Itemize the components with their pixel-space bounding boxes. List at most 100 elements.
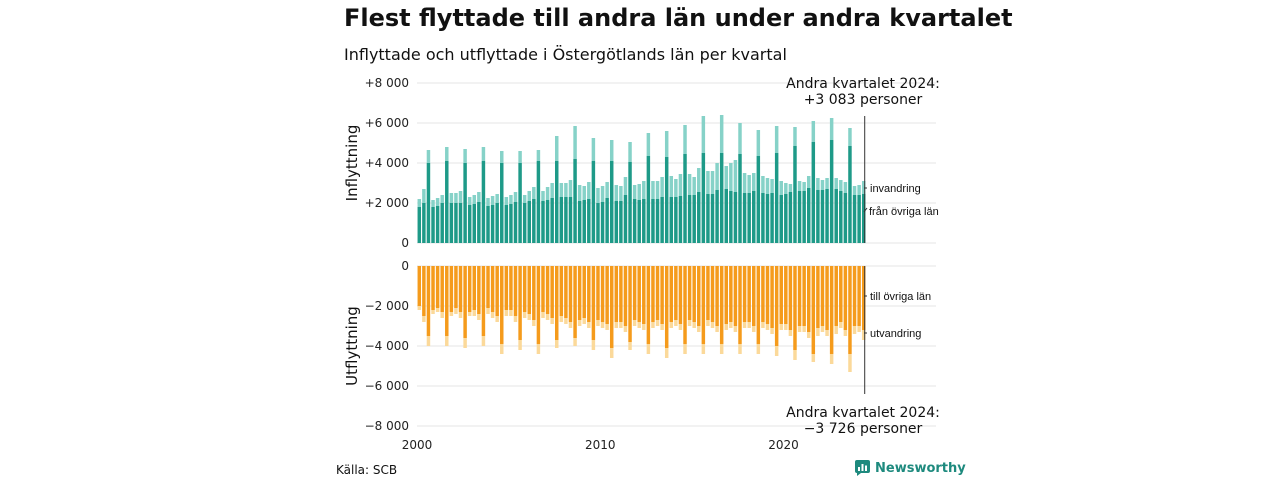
bar-fran-ovriga-lan [555,161,559,243]
bar-fran-ovriga-lan [609,161,614,243]
bar-invandring [504,197,509,205]
bar-fran-ovriga-lan [637,200,641,243]
bar-till-ovriga-lan [513,266,518,316]
bar-invandring [784,183,788,194]
bar-utvandring [518,340,522,350]
bar-invandring [587,182,591,199]
bar-till-ovriga-lan [449,266,454,312]
bar-till-ovriga-lan [555,266,559,340]
bar-fran-ovriga-lan [742,193,747,243]
bar-invandring [761,176,765,193]
bar-fran-ovriga-lan [788,192,793,243]
bar-till-ovriga-lan [623,266,628,326]
bar-till-ovriga-lan [839,266,843,322]
bar-utvandring [522,312,527,318]
source-note: Källa: SCB [336,463,398,477]
bar-invandring [573,126,577,159]
label-tick [863,207,868,213]
bar-utvandring [692,322,696,328]
bar-fran-ovriga-lan [784,194,788,243]
bar-utvandring [674,320,678,326]
bar-fran-ovriga-lan [472,204,477,243]
bar-utvandring [463,338,467,348]
bar-utvandring [733,326,738,332]
series-label-till-ovriga-lan: till övriga län [870,291,931,303]
bar-utvandring [770,328,774,334]
bar-invandring [687,174,692,195]
bar-utvandring [651,322,655,328]
bar-utvandring [646,344,651,354]
bar-fran-ovriga-lan [463,163,467,243]
bar-till-ovriga-lan [481,266,486,336]
axis-labels: 0 +2 000 +4 000 +6 000 +8 000 0 −2 000 −4 000 −6… [343,76,799,452]
bar-invandring [449,193,454,203]
bar-till-ovriga-lan [426,266,431,336]
bar-fran-ovriga-lan [513,202,518,243]
bar-fran-ovriga-lan [719,153,724,243]
bar-utvandring [710,322,715,328]
bar-invandring [715,163,719,190]
bar-fran-ovriga-lan [458,203,463,243]
bar-till-ovriga-lan [619,266,623,322]
bar-till-ovriga-lan [788,266,793,330]
bar-till-ovriga-lan [733,266,738,326]
series-label-utvandring: utvandring [870,328,921,340]
bar-utvandring [623,326,628,332]
bar-invandring [614,185,619,201]
bar-fran-ovriga-lan [500,163,504,243]
bar-utvandring [481,336,486,346]
bar-till-ovriga-lan [742,266,747,322]
series-label-invandring: invandring [870,183,921,195]
bar-fran-ovriga-lan [577,201,582,243]
bar-invandring [843,182,848,193]
bar-utvandring [715,326,719,332]
bar-till-ovriga-lan [752,266,756,326]
bar-fran-ovriga-lan [843,193,848,243]
bar-fran-ovriga-lan [669,197,674,243]
bar-till-ovriga-lan [642,266,646,324]
bar-invandring [660,177,664,197]
brand-logo[interactable]: Newsworthy [855,460,966,476]
bar-fran-ovriga-lan [861,194,866,243]
bar-till-ovriga-lan [784,266,788,324]
y-tick-label: +4 000 [365,156,409,170]
bar-fran-ovriga-lan [532,199,536,243]
bar-utvandring [742,322,747,328]
bar-invandring [724,166,728,189]
bar-till-ovriga-lan [518,266,522,340]
bar-fran-ovriga-lan [426,163,431,243]
bar-till-ovriga-lan [765,266,770,324]
bar-fran-ovriga-lan [591,161,596,243]
bar-fran-ovriga-lan [486,206,490,243]
bar-invandring [490,196,495,205]
bar-marks [417,115,866,372]
bar-till-ovriga-lan [843,266,848,330]
bar-invandring [591,138,596,161]
y-axis-title-utflyttning: Utflyttning [343,306,361,386]
bar-invandring [839,180,843,191]
bar-utvandring [596,320,600,326]
bar-fran-ovriga-lan [710,194,715,243]
bar-invandring [513,192,518,202]
bar-invandring [774,126,779,153]
bar-till-ovriga-lan [774,266,779,346]
gridlines [417,82,936,427]
bar-till-ovriga-lan [472,266,477,310]
bar-invandring [605,182,609,198]
y-tick-label: 0 [401,259,409,273]
bar-fran-ovriga-lan [802,191,806,243]
bar-till-ovriga-lan [445,266,449,336]
bar-utvandring [632,320,637,326]
bar-fran-ovriga-lan [729,191,733,243]
bar-utvandring [747,322,751,328]
bar-fran-ovriga-lan [651,199,655,243]
bar-utvandring [811,354,816,362]
bar-utvandring [843,330,848,336]
bar-invandring [710,171,715,194]
bar-till-ovriga-lan [761,266,765,322]
bar-till-ovriga-lan [422,266,426,316]
bar-till-ovriga-lan [825,266,829,330]
bar-till-ovriga-lan [573,266,577,338]
bar-fran-ovriga-lan [738,154,742,243]
bar-utvandring [637,322,641,328]
